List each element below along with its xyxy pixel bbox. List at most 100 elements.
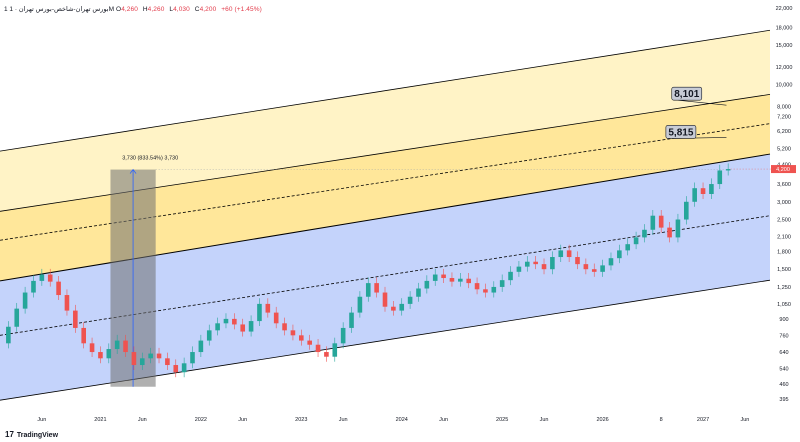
measure-label: 3,730 (833.54%) 3,730	[122, 156, 178, 162]
y-tick-label: 10,000	[776, 83, 793, 89]
tradingview-brand: TradingView	[16, 432, 59, 439]
candle-body	[650, 215, 656, 230]
close-label: C	[194, 6, 200, 13]
candle	[658, 210, 664, 233]
y-tick-label: 3,600	[777, 182, 791, 188]
candle	[31, 275, 36, 298]
candle-body	[206, 330, 212, 341]
candle-body	[458, 278, 463, 282]
candle	[181, 357, 187, 378]
candle-body	[382, 292, 388, 307]
x-tick-label: Jun	[540, 417, 549, 423]
candle-body	[684, 201, 689, 220]
candle	[223, 313, 229, 329]
price-callout: 8,101	[671, 86, 727, 106]
candle	[73, 304, 78, 333]
tradingview-logo[interactable]: 17 TradingView	[5, 430, 58, 439]
candle-body	[131, 352, 137, 366]
candle-body	[508, 271, 513, 281]
candle-body	[257, 303, 262, 322]
candle	[240, 318, 246, 337]
candle	[441, 268, 446, 284]
x-tick-label: 2025	[496, 417, 508, 423]
candle-body	[265, 303, 271, 313]
y-tick-label: 540	[779, 367, 788, 373]
candle	[684, 196, 689, 225]
candle	[499, 274, 505, 292]
callout-box	[671, 86, 703, 101]
y-tick-label: 1,500	[777, 267, 791, 273]
candle-body	[139, 358, 145, 366]
candle-body	[600, 265, 605, 272]
candle	[139, 352, 145, 371]
candle-body	[466, 278, 471, 284]
candle-body	[633, 237, 639, 245]
callouts: 8,101 5,815	[665, 86, 727, 139]
candle	[257, 298, 262, 327]
x-tick-label: 2027	[697, 417, 709, 423]
candle	[458, 273, 463, 287]
candle	[474, 277, 480, 295]
x-tick-label: 2023	[295, 417, 307, 423]
candle-body	[424, 280, 430, 289]
candle-body	[307, 340, 312, 345]
candle	[299, 329, 304, 346]
candle-body	[550, 257, 555, 270]
candle	[190, 346, 195, 369]
channel-yellow-lower-zone	[0, 94, 770, 281]
open-label: O	[116, 6, 122, 13]
candle-body	[299, 335, 304, 341]
candle-body	[98, 352, 103, 359]
candle	[667, 221, 672, 243]
x-tick-label: 8	[660, 417, 663, 423]
candle-body	[717, 170, 723, 185]
channel-blue-zone	[0, 154, 770, 401]
candle	[650, 210, 656, 235]
channel-fills	[0, 30, 770, 401]
candle	[692, 182, 697, 207]
y-tick-label: 12,000	[776, 65, 793, 71]
candle	[424, 275, 430, 294]
candle	[566, 244, 572, 263]
measure-arrow-head	[129, 168, 137, 174]
channel-yellow-upper-zone	[0, 30, 770, 212]
candle-body	[432, 274, 438, 281]
candle-body	[240, 324, 246, 332]
candle	[198, 334, 204, 358]
candle	[725, 163, 731, 176]
candle	[282, 317, 287, 336]
y-tick-label: 3,000	[777, 200, 791, 206]
candle	[47, 268, 53, 287]
candle	[374, 277, 379, 298]
candle	[466, 273, 471, 289]
candle-body	[273, 312, 279, 324]
y-tick-label: 22,000	[776, 6, 793, 12]
candle	[6, 321, 11, 349]
candle	[575, 251, 580, 270]
callout-box	[665, 125, 697, 139]
candle	[491, 281, 497, 298]
callout-value: 8,101	[674, 89, 699, 100]
candle-body	[290, 330, 296, 336]
candle-body	[449, 278, 455, 282]
candle-body	[114, 340, 120, 350]
candle-body	[173, 365, 179, 373]
candle	[56, 275, 61, 301]
candle-body	[190, 352, 195, 364]
candle-body	[658, 215, 664, 228]
candle-body	[232, 318, 237, 325]
candle	[432, 268, 438, 286]
candle-body	[215, 323, 220, 331]
y-tick-label: 6,200	[777, 129, 791, 135]
candle-body	[349, 312, 354, 328]
candle-body	[491, 286, 497, 293]
close-value: 4,200	[199, 6, 217, 13]
candle	[340, 322, 346, 349]
candle-body	[340, 327, 346, 344]
candle	[642, 224, 647, 243]
candle-body	[725, 169, 731, 171]
y-tick-label: 8,000	[777, 104, 791, 110]
candle-body	[39, 274, 45, 281]
candle	[508, 266, 513, 286]
